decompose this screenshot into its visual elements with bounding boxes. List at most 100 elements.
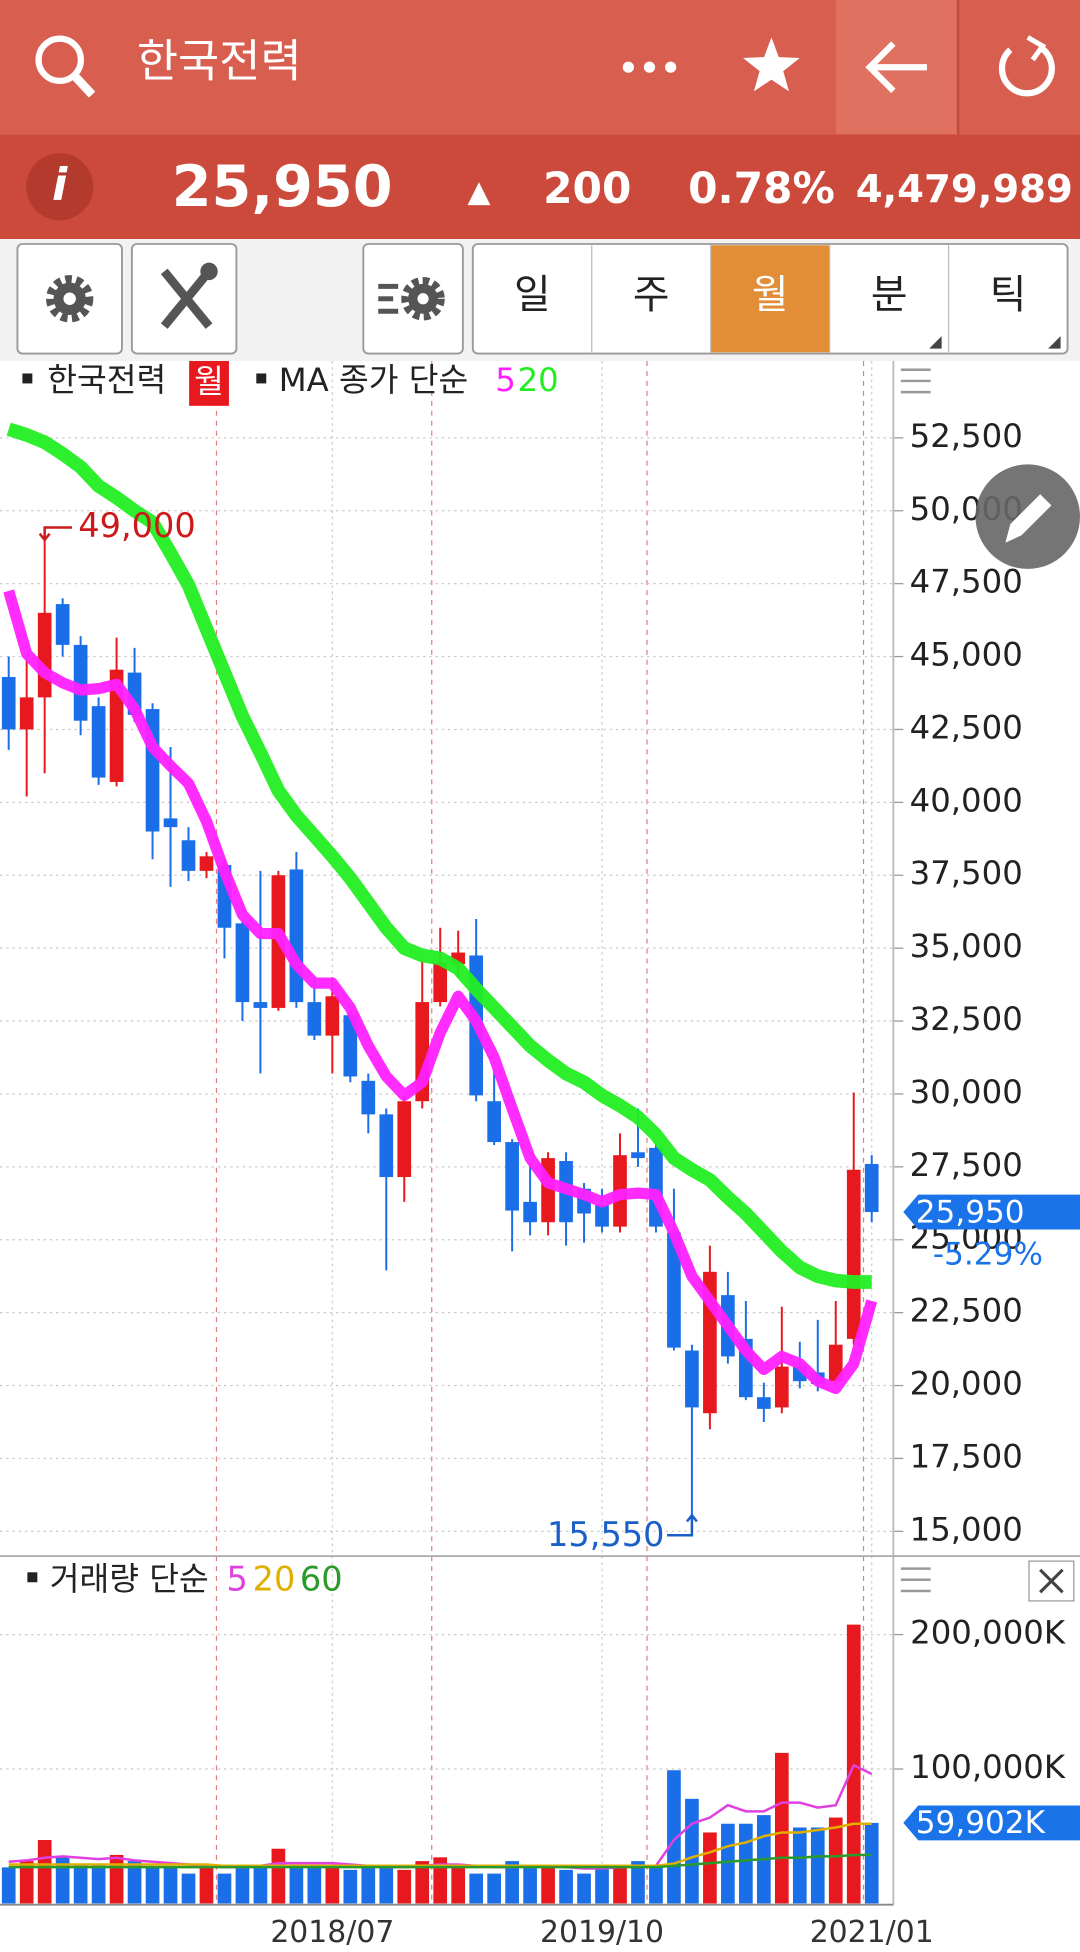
volume-bar [109, 1854, 124, 1904]
annotation-label: 49,000 [78, 506, 196, 545]
y-tick-label: 17,500 [910, 1437, 1023, 1475]
volume-bar [667, 1770, 681, 1904]
volume-bar [343, 1869, 358, 1904]
candle-body [307, 1002, 322, 1036]
volume-bar [595, 1867, 609, 1904]
annotation-arrow [667, 1513, 698, 1537]
tab[interactable]: 일 [514, 272, 551, 318]
y-tick-label: 35,000 [910, 927, 1023, 965]
volume-bar [541, 1867, 555, 1904]
tab[interactable]: 분 [871, 272, 908, 318]
stock-title: 한국전력 [137, 35, 302, 88]
volume-bar [613, 1867, 627, 1904]
candle-body [774, 1366, 789, 1408]
candle-body [487, 1101, 501, 1143]
volume-bar [1, 1867, 16, 1904]
edit-button[interactable] [975, 464, 1080, 569]
legend-ma-title: MA 종가 단순 [279, 361, 469, 399]
volume-bar [559, 1869, 573, 1904]
tab[interactable]: 월 [752, 272, 789, 318]
volume-bar [739, 1823, 753, 1904]
candle-body [846, 1169, 861, 1339]
volume-bar [505, 1861, 519, 1904]
candle-body [631, 1152, 645, 1159]
annotation-arrow [38, 526, 73, 542]
volume-bar [774, 1752, 789, 1904]
volume-bar [828, 1817, 843, 1904]
candle-body [325, 996, 340, 1036]
volume-bar [163, 1867, 178, 1904]
x-tick-label: 2021/01 [810, 1915, 934, 1950]
candle-body [37, 612, 52, 698]
volume-bar [469, 1873, 484, 1904]
chart-area [0, 361, 1080, 1952]
volume-bar [325, 1867, 340, 1904]
last-price-label: 25,950 [916, 1194, 1025, 1230]
candle-body [163, 818, 178, 828]
candle-body [289, 869, 304, 1003]
volume-bar [73, 1864, 88, 1904]
candle-body [199, 856, 214, 871]
x-tick-label: 2019/10 [540, 1915, 664, 1950]
candle-body [253, 1002, 268, 1008]
legend-period: 월 [194, 362, 224, 400]
volume-bar [792, 1827, 807, 1904]
annotation-label: 15,550 [547, 1515, 665, 1554]
legend-bullet [22, 373, 33, 384]
volume-bar [649, 1867, 663, 1904]
settings-button[interactable] [16, 243, 123, 355]
tab-selected[interactable] [710, 245, 830, 353]
more-icon[interactable] [622, 61, 677, 73]
volume-bar [181, 1873, 196, 1904]
volume-bar [307, 1864, 322, 1904]
y-tick-label: 22,500 [910, 1292, 1023, 1330]
volume-bar [361, 1867, 376, 1904]
tools-button[interactable] [130, 243, 238, 355]
legend-stock: 한국전력 [47, 361, 166, 399]
volume-bar [864, 1822, 879, 1904]
volume-bar [127, 1861, 142, 1904]
volume-bar [451, 1867, 466, 1904]
y-tick-label: 30,000 [910, 1073, 1023, 1111]
candle-body [55, 604, 70, 645]
close-panel-button[interactable] [1028, 1560, 1075, 1602]
candle-body [451, 952, 466, 965]
legend-bullet [256, 373, 267, 384]
candle-body [864, 1163, 879, 1213]
volume-bar [289, 1867, 304, 1904]
panel-menu-icon[interactable] [900, 1567, 931, 1593]
refresh-icon[interactable] [998, 35, 1055, 97]
volume-bar [145, 1867, 160, 1904]
info-button[interactable] [26, 153, 94, 221]
volume-bar [55, 1857, 70, 1904]
volume-bar [631, 1861, 645, 1904]
volume-bar [721, 1823, 735, 1904]
ma-line [3, 589, 878, 1395]
candle-body [235, 923, 250, 1003]
x-tick-label: 2018/07 [270, 1915, 394, 1950]
volume-bar [37, 1839, 52, 1904]
back-icon[interactable] [865, 41, 927, 94]
last-price-tag [903, 1194, 1080, 1230]
y-tick-label: 47,500 [910, 563, 1023, 601]
favorite-icon[interactable] [743, 37, 800, 92]
tab[interactable]: 주 [633, 272, 670, 318]
panel-menu-icon[interactable] [900, 368, 931, 394]
candle-body [361, 1080, 376, 1115]
volume-bar [235, 1867, 250, 1904]
tab[interactable]: 틱 [990, 272, 1027, 318]
candle-body [685, 1350, 699, 1408]
candle-body [379, 1114, 394, 1178]
candle-body [828, 1344, 843, 1382]
tab-menu-mark [1048, 336, 1061, 349]
price: 25,950 [172, 153, 393, 220]
volume-bar [703, 1832, 717, 1904]
volume-bar [415, 1861, 430, 1904]
candle-body [397, 1101, 412, 1178]
indicator-settings-button[interactable] [362, 243, 464, 355]
search-icon[interactable] [35, 35, 96, 98]
candle-body [595, 1204, 609, 1227]
candle-body [433, 962, 448, 1003]
